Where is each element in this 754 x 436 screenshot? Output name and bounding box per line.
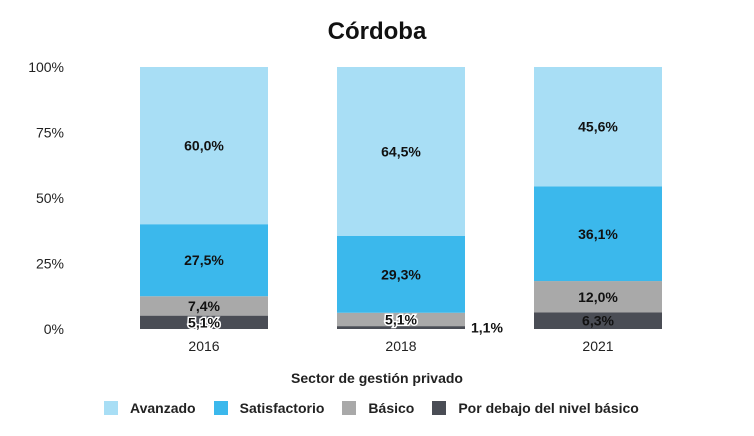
bar-segment xyxy=(337,235,465,313)
x-tick-label: 2018 xyxy=(385,338,416,354)
bar-segment xyxy=(534,281,662,313)
bar-segment xyxy=(337,312,465,327)
data-label: 12,0% xyxy=(578,289,618,305)
bar-segment xyxy=(140,315,268,329)
y-tick-label: 100% xyxy=(28,59,64,75)
x-tick-label: 2021 xyxy=(582,338,613,354)
y-tick-label: 25% xyxy=(36,256,64,272)
legend-item: Por debajo del nivel básico xyxy=(432,400,639,416)
data-label: 60,0% xyxy=(184,138,224,154)
legend-label: Avanzado xyxy=(130,400,196,416)
legend-swatch xyxy=(342,401,357,415)
legend-swatch xyxy=(104,401,118,415)
data-label: 27,5% xyxy=(184,252,224,268)
data-label: 45,6% xyxy=(578,119,618,135)
data-label: 6,3% xyxy=(582,313,614,329)
bar-segment xyxy=(140,67,268,225)
legend-label: Satisfactorio xyxy=(239,400,325,416)
legend-swatch xyxy=(213,401,228,415)
legend-item: Satisfactorio xyxy=(213,400,325,416)
legend-label: Básico xyxy=(368,400,415,416)
data-label: 1,1% xyxy=(471,320,503,336)
data-label: 5,1% xyxy=(385,311,417,327)
legend-label: Por debajo del nivel básico xyxy=(458,400,639,416)
chart-title: Córdoba xyxy=(327,18,427,45)
x-axis-title: Sector de gestión privado xyxy=(291,370,463,386)
y-tick-label: 75% xyxy=(36,125,64,141)
data-label: 5,1% xyxy=(188,314,220,330)
y-tick-label: 50% xyxy=(36,190,64,206)
legend: Avanzado Satisfactorio Básico Por debajo de… xyxy=(104,400,657,416)
bar-segment xyxy=(140,224,268,297)
bar-segment xyxy=(140,296,268,316)
data-label: 7,4% xyxy=(188,298,220,314)
bar-segment xyxy=(337,67,465,236)
data-label: 64,5% xyxy=(381,143,421,159)
legend-swatch xyxy=(432,401,447,415)
legend-item: Básico xyxy=(342,400,414,416)
data-label: 29,3% xyxy=(381,266,421,282)
bar-segment xyxy=(534,67,662,187)
bar-segment xyxy=(337,326,465,329)
y-tick-label: 0% xyxy=(44,321,64,337)
legend-item: Avanzado xyxy=(104,400,196,416)
bar-segment xyxy=(534,312,662,329)
bar-segment xyxy=(534,186,662,282)
x-tick-label: 2016 xyxy=(188,338,219,354)
data-label: 36,1% xyxy=(578,226,618,242)
